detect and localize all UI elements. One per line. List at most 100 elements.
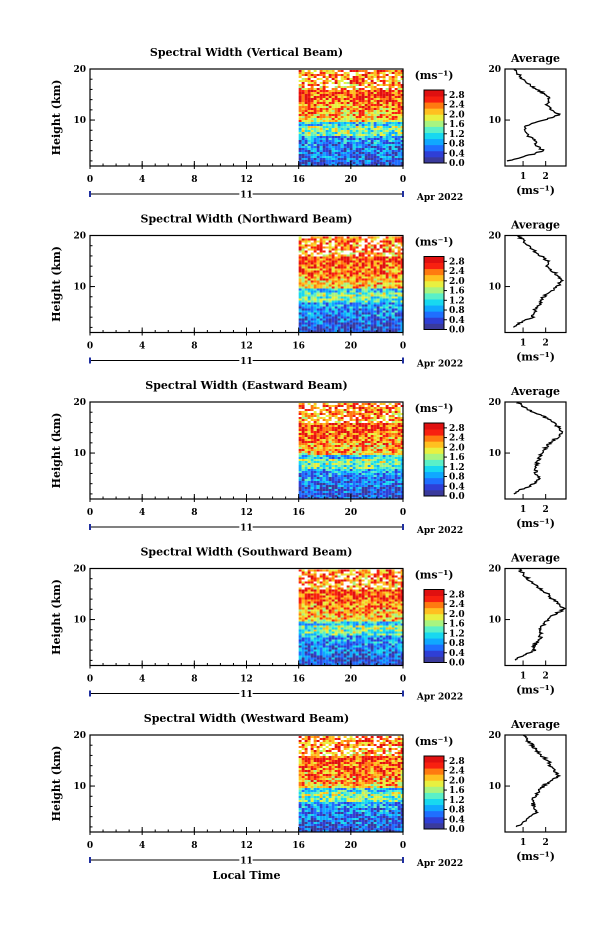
heatmap-cell [391,461,395,463]
heatmap-cell [358,284,362,287]
heatmap-cell [373,98,377,100]
heatmap-cell [298,148,302,150]
heatmap-cell [349,248,353,251]
heatmap-cell [385,290,389,293]
heatmap-cell [385,94,389,96]
heatmap-cell [349,429,353,431]
heatmap-cell [301,278,305,281]
heatmap-cell [343,481,347,483]
heatmap-cell [394,82,398,84]
heatmap-cell [301,132,305,134]
heatmap-cell [367,132,371,134]
heatmap-cell [304,411,308,413]
heatmap-cell [313,457,317,459]
heatmap-cell [307,144,311,146]
heatmap-cell [325,429,329,431]
heatmap-cell [346,138,350,140]
heatmap-cell [319,94,323,96]
heatmap-cell [394,246,398,249]
heatmap-cell [394,268,398,271]
heatmap-cell [304,132,308,134]
heatmap-cell [343,266,347,269]
heatmap-cell [388,254,392,257]
heatmap-cell [331,132,335,134]
heatmap-cell [376,469,380,471]
heatmap-cell [355,330,359,333]
heatmap-cell [346,314,350,317]
heatmap-cell [388,437,392,439]
heatmap-cell [322,286,326,289]
heatmap-cell [334,272,338,275]
heatmap-cell [322,304,326,307]
heatmap-cell [391,451,395,453]
heatmap-cell [319,431,323,433]
heatmap-cell [400,471,404,473]
heatmap-cell [394,274,398,277]
heatmap-cell [298,477,302,479]
heatmap-cell [367,427,371,429]
heatmap-cell [334,142,338,144]
heatmap-cell [391,435,395,437]
heatmap-cell [322,262,326,265]
heatmap-cell [340,469,344,471]
heatmap-cell [388,240,392,243]
heatmap-cell [346,148,350,150]
heatmap-cell [316,80,320,82]
heatmap-cell [388,439,392,441]
heatmap-cell [400,264,404,267]
heatmap-cell [343,148,347,150]
heatmap-cell [391,156,395,158]
heatmap-cell [301,258,305,261]
heatmap-cell [379,322,383,325]
heatmap-cell [316,154,320,156]
profile-x-label: (ms⁻¹) [516,351,555,364]
heatmap-cell [304,419,308,421]
heatmap-cell [298,437,302,439]
heatmap-cell [370,110,374,112]
heatmap-cell [319,461,323,463]
heatmap-cell [343,154,347,156]
heatmap-cell [388,82,392,84]
heatmap-cell [364,164,368,166]
heatmap-cell [328,92,332,94]
heatmap-cell [298,479,302,481]
heatmap-cell [298,447,302,449]
heatmap-cell [304,433,308,435]
heatmap-cell [304,238,308,241]
heatmap-cell [337,126,341,128]
heatmap-cell [358,238,362,241]
heatmap-cell [367,288,371,291]
heatmap-cell [343,451,347,453]
heatmap-cell [322,82,326,84]
heatmap-cell [376,128,380,130]
heatmap-cell [400,328,404,331]
heatmap-cell [346,90,350,92]
heatmap-cell [397,463,401,465]
heatmap-cell [373,260,377,263]
heatmap-cell [397,479,401,481]
heatmap-cell [388,90,392,92]
heatmap-cell [355,98,359,100]
heatmap-cell [400,128,404,130]
heatmap-cell [307,296,311,299]
heatmap-cell [307,116,311,118]
heatmap-cell [385,108,389,110]
heatmap-cell [334,471,338,473]
heatmap-cell [364,78,368,80]
heatmap-cell [358,415,362,417]
heatmap-cell [376,300,380,303]
heatmap-cell [340,252,344,255]
heatmap-cell [379,248,383,251]
heatmap-cell [325,112,329,114]
heatmap-cell [370,264,374,267]
heatmap-cell [346,78,350,80]
heatmap-cell [376,274,380,277]
heatmap-cell [340,82,344,84]
heatmap-cell [298,298,302,301]
heatmap-cell [355,473,359,475]
heatmap-cell [331,244,335,247]
heatmap-cell [379,467,383,469]
heatmap-cell [334,76,338,78]
heatmap-cell [316,146,320,148]
heatmap-cell [382,473,386,475]
